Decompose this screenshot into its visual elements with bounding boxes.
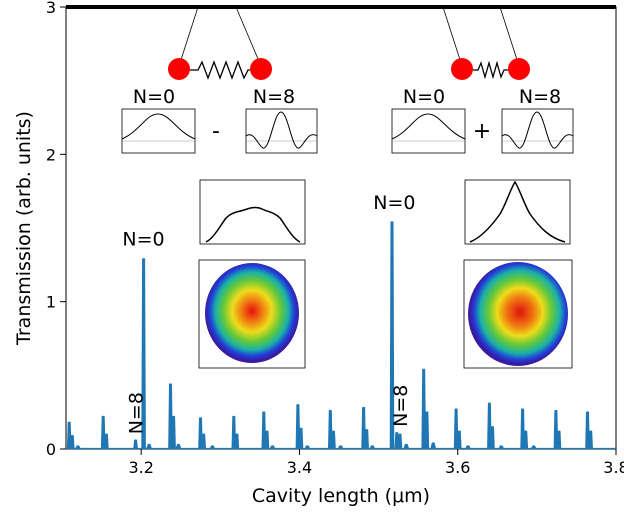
- transmission-peak: [389, 221, 395, 450]
- transmission-bump: [337, 445, 344, 450]
- transmission-peak: [331, 430, 336, 450]
- transmission-peak: [397, 433, 403, 450]
- left-pendulum-string-a: [178, 6, 199, 67]
- right-mode-a-plot: [391, 108, 466, 154]
- peak-label: N=0: [373, 192, 415, 214]
- transmission-bump: [465, 445, 471, 450]
- left-mode-a-label: N=0: [133, 86, 175, 108]
- y-tick-label: 1: [46, 293, 56, 312]
- transmission-peak: [66, 421, 72, 450]
- transmission-peak: [70, 435, 75, 450]
- transmission-bump: [403, 443, 410, 450]
- transmission-peak: [585, 411, 590, 450]
- transmission-bump: [530, 445, 537, 450]
- left-mode-b-plot: [245, 108, 318, 154]
- y-axis-label: Transmission (arb. units): [13, 111, 35, 346]
- peak-label: N=0: [122, 229, 164, 251]
- transmission-peak: [553, 410, 559, 450]
- transmission-peak: [361, 407, 366, 450]
- right-mechanical-model: [442, 6, 530, 80]
- transmission-peak: [588, 430, 593, 450]
- transmission-peak: [295, 404, 301, 450]
- transmission-bump: [269, 445, 276, 450]
- transmission-peak: [520, 408, 525, 450]
- transmission-peak: [457, 430, 462, 450]
- transmission-peak: [168, 383, 173, 450]
- y-tick-label: 2: [46, 145, 56, 164]
- transmission-peak: [298, 427, 304, 450]
- transmission-peak: [201, 433, 206, 450]
- left-mode-a-plot: [121, 108, 196, 154]
- transmission-bump: [498, 445, 505, 450]
- peak-label: N=8: [126, 392, 148, 434]
- transmission-peak: [490, 426, 495, 450]
- x-tick-label: 3.4: [287, 458, 312, 477]
- transmission-bump: [430, 442, 437, 450]
- x-tick-label: 3.8: [603, 458, 624, 477]
- x-tick-label: 3.6: [445, 458, 470, 477]
- left-profile-plot: [199, 179, 306, 245]
- transmission-peak: [141, 258, 146, 450]
- right-mass-b: [508, 58, 530, 80]
- transmission-peak: [133, 439, 138, 450]
- right-pendulum-string-b: [499, 6, 520, 67]
- transmission-peak: [171, 415, 176, 450]
- left-mass-a: [168, 58, 190, 80]
- right-mass-a: [451, 58, 473, 80]
- transmission-series: [66, 221, 616, 450]
- y-tick-label: 0: [46, 440, 56, 459]
- left-beam-image: [198, 259, 306, 369]
- right-mode-b-plot: [501, 108, 574, 154]
- transmission-peak: [487, 402, 492, 450]
- transmission-bump: [75, 445, 81, 450]
- transmission-bump: [146, 443, 152, 450]
- transmission-bump: [175, 443, 182, 450]
- right-mode-a-label: N=0: [403, 86, 445, 108]
- right-beam-image: [463, 259, 573, 369]
- right-mode-b-label: N=8: [519, 86, 561, 108]
- transmission-peak: [424, 411, 430, 450]
- transmission-bump: [209, 445, 216, 450]
- peak-annotations: N=0 N=8 N=0 N=8: [122, 192, 415, 434]
- transmission-bump: [304, 445, 311, 450]
- transmission-peak: [104, 433, 109, 450]
- left-mode-b-label: N=8: [253, 86, 295, 108]
- transmission-peak: [394, 432, 400, 450]
- transmission-peak: [453, 408, 459, 450]
- left-pendulum-string-b: [235, 6, 262, 67]
- transmission-peak: [264, 430, 270, 450]
- transmission-peak: [261, 411, 267, 450]
- left-mass-b: [250, 58, 272, 80]
- left-spring-icon: [190, 60, 250, 80]
- x-axis-label: Cavity length (μm): [252, 485, 430, 507]
- tick-marks: 3.2 3.4 3.6 3.8 0 1 2 3: [46, 0, 624, 477]
- right-pendulum-string-a: [442, 6, 463, 67]
- transmission-peak: [421, 368, 426, 450]
- transmission-peak: [556, 430, 562, 450]
- x-tick-label: 3.2: [128, 458, 153, 477]
- peak-label: N=8: [390, 385, 412, 427]
- left-operator: -: [212, 119, 220, 144]
- transmission-peak: [198, 417, 203, 450]
- transmission-peak: [234, 433, 240, 450]
- right-operator: +: [473, 119, 491, 144]
- transmission-peak: [328, 410, 333, 450]
- left-mechanical-model: [168, 6, 272, 80]
- transmission-bump: [369, 445, 376, 450]
- y-tick-label: 3: [46, 0, 56, 17]
- transmission-peak: [100, 415, 106, 450]
- right-profile-plot: [464, 179, 571, 245]
- right-spring-icon: [473, 60, 508, 80]
- transmission-peak: [231, 415, 237, 450]
- transmission-peak: [364, 429, 369, 450]
- transmission-peak: [523, 430, 529, 450]
